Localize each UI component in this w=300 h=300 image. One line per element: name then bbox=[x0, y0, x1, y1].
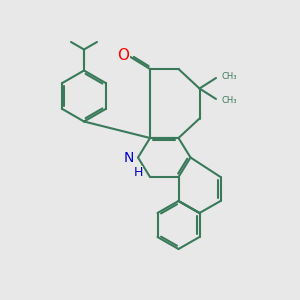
Text: CH₃: CH₃ bbox=[221, 96, 237, 105]
Text: H: H bbox=[133, 167, 143, 179]
Text: CH₃: CH₃ bbox=[221, 72, 237, 81]
Text: O: O bbox=[117, 48, 129, 63]
Text: N: N bbox=[124, 151, 134, 164]
